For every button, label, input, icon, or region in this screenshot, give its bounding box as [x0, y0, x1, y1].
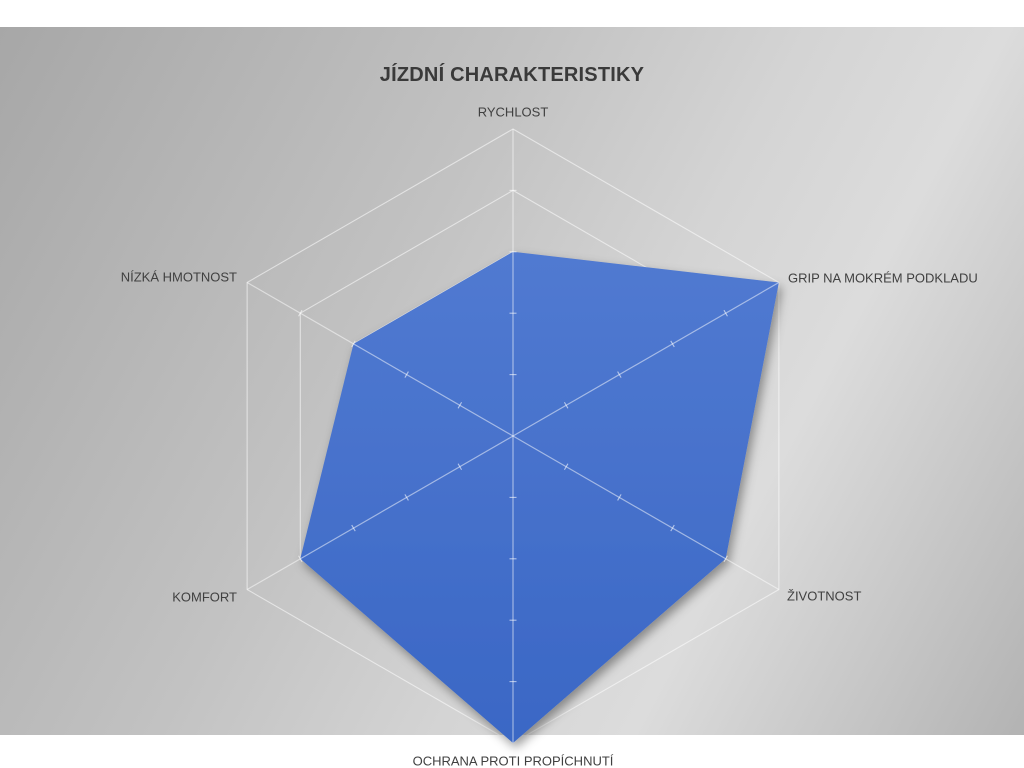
axis-label-komfort: KOMFORT: [172, 589, 237, 605]
axis-label-rychlost: RYCHLOST: [477, 104, 549, 120]
axis-label-zivotnost: ŽIVOTNOST: [787, 588, 862, 604]
axis-label-grip-na-mokrem-podkladu: GRIP NA MOKRÉM PODKLADU: [788, 270, 978, 286]
radar-chart: [246, 128, 780, 744]
axis-label-nizka-hmotnost: NÍZKÁ HMOTNOST: [120, 269, 237, 285]
chart-title: JÍZDNÍ CHARAKTERISTIKY: [379, 64, 645, 86]
axis-label-ochrana-proti-propichnuti: OCHRANA PROTI PROPÍCHNUTÍ: [412, 753, 614, 768]
slide-background: JÍZDNÍ CHARAKTERISTIKY RYCHLOST GRIP NA …: [0, 27, 1024, 768]
